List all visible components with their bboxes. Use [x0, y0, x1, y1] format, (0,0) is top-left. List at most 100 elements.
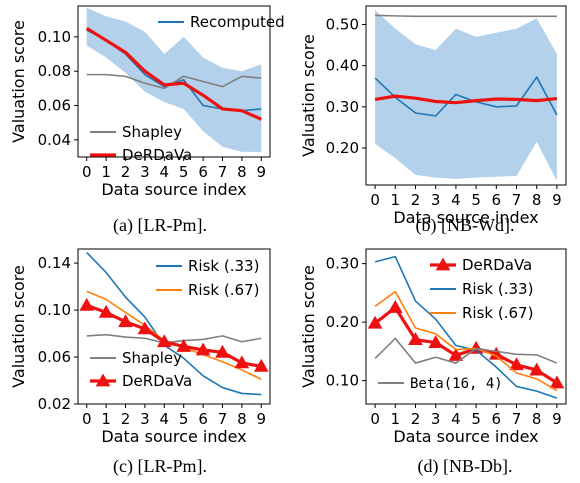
legend-label-0: Risk (.33): [188, 257, 259, 275]
y-tick-label: 0.20: [326, 139, 359, 157]
y-tick-label: 0.04: [38, 131, 71, 149]
series-line-3: [86, 303, 262, 368]
y-tick-label: 0.08: [38, 62, 71, 80]
y-axis-label: Valuation score: [9, 20, 28, 143]
x-tick-label: 6: [492, 410, 502, 428]
x-tick-label: 7: [512, 191, 522, 209]
series-marker-3-6: [195, 342, 211, 356]
legend-label-0: Recomputed: [190, 13, 285, 31]
x-tick-label: 2: [411, 191, 421, 209]
legend-label-3: Beta(16, 4): [410, 376, 503, 392]
x-tick-label: 2: [121, 410, 131, 428]
x-tick-label: 8: [532, 191, 542, 209]
plot-frame: [77, 5, 271, 158]
series-line-2: [374, 94, 558, 105]
series-marker-0-1: [387, 299, 403, 313]
x-tick-label: 5: [471, 191, 481, 209]
series-marker-3-4: [156, 334, 172, 348]
x-tick-label: 9: [256, 410, 266, 428]
series-marker-0-8: [529, 362, 545, 376]
legend-label-3: DeRDaVa: [122, 372, 192, 390]
x-tick-label: 4: [451, 410, 461, 428]
y-tick-label: 0.10: [38, 301, 71, 319]
series-marker-3-8: [234, 355, 250, 369]
y-tick-label: 0.30: [326, 255, 359, 273]
x-axis-label: Data source index: [393, 427, 538, 446]
x-tick-label: 4: [160, 410, 170, 428]
x-axis-label: Data source index: [101, 180, 246, 199]
panel-caption: (d) [NB-Db].: [418, 456, 513, 477]
x-tick-label: 3: [431, 191, 441, 209]
series-line-0: [375, 14, 557, 18]
series-marker-0-9: [549, 375, 565, 389]
y-tick-label: 0.06: [38, 97, 71, 115]
series-marker-3-3: [137, 321, 153, 335]
y-tick-label: 0.10: [38, 28, 71, 46]
series-line-1: [374, 76, 558, 117]
x-tick-label: 4: [451, 191, 461, 209]
x-tick-label: 8: [237, 163, 247, 181]
x-tick-label: 3: [140, 410, 150, 428]
confidence-band: [375, 10, 557, 181]
y-tick-label: 0.50: [326, 16, 359, 34]
x-tick-label: 3: [140, 163, 150, 181]
panel-2: 0 1 2 3 4 5 6 7 8 9 0.02 0.06 0.10 0.14 Data source in…: [9, 248, 271, 477]
series-line-0: [374, 305, 558, 385]
legend-marker-3: [95, 373, 111, 387]
series-marker-3-1: [98, 304, 114, 318]
y-tick-label: 0.40: [326, 57, 359, 75]
x-tick-label: 6: [198, 163, 208, 181]
x-axis-label: Data source index: [393, 208, 538, 227]
panel-1: 0 1 2 3 4 5 6 7 8 9 0.20 0.30 0.40 0.50 Data source in…: [299, 5, 567, 236]
x-tick-label: 4: [160, 163, 170, 181]
x-tick-label: 1: [101, 410, 111, 428]
series-marker-0-6: [488, 346, 504, 360]
panel-caption: (c) [LR-Pm].: [113, 456, 207, 477]
panel-caption: (a) [LR-Pm].: [113, 215, 207, 236]
series-line-3: [374, 337, 558, 364]
x-tick-label: 6: [492, 191, 502, 209]
x-tick-label: 2: [411, 410, 421, 428]
legend-label-2: DeRDaVa: [122, 146, 192, 164]
y-axis-label: Valuation score: [299, 265, 318, 388]
x-tick-label: 1: [391, 410, 401, 428]
y-tick-label: 0.30: [326, 98, 359, 116]
y-tick-label: 0.10: [326, 372, 359, 390]
x-tick-label: 0: [370, 191, 380, 209]
legend-marker-0: [435, 257, 451, 271]
x-tick-label: 7: [512, 410, 522, 428]
panel-0: 0 1 2 3 4 5 6 7 8 9 0.04 0.06 0.08 0.10 Data source in…: [9, 5, 285, 236]
y-tick-label: 0.06: [38, 348, 71, 366]
x-tick-label: 9: [256, 163, 266, 181]
series-line-2: [86, 333, 262, 344]
series-line-0: [86, 251, 262, 396]
y-axis-label: Valuation score: [299, 34, 318, 157]
x-tick-label: 0: [82, 410, 92, 428]
plot-frame: [77, 248, 271, 405]
legend-label-1: Shapley: [122, 123, 182, 141]
legend-label-1: Risk (.67): [188, 281, 259, 299]
x-tick-label: 0: [82, 163, 92, 181]
x-tick-label: 9: [552, 410, 562, 428]
x-tick-label: 5: [471, 410, 481, 428]
series-marker-0-4: [448, 347, 464, 361]
x-tick-label: 1: [101, 163, 111, 181]
x-tick-label: 8: [237, 410, 247, 428]
series-marker-3-0: [79, 297, 95, 311]
series-marker-0-7: [509, 357, 524, 371]
plot-frame: [365, 248, 567, 405]
series-line-2: [374, 290, 558, 392]
series-marker-3-9: [253, 358, 269, 372]
x-tick-label: 6: [198, 410, 208, 428]
x-tick-label: 8: [532, 410, 542, 428]
panel-caption: (b) [NB-Wd].: [416, 215, 515, 236]
series-marker-0-0: [367, 315, 383, 329]
x-tick-label: 2: [121, 163, 131, 181]
y-axis-label: Valuation score: [9, 265, 28, 388]
series-marker-3-2: [118, 314, 133, 328]
y-tick-label: 0.02: [38, 395, 71, 413]
legend-label-2: Risk (.67): [462, 304, 533, 322]
x-tick-label: 9: [552, 191, 562, 209]
series-line-2: [85, 26, 262, 121]
